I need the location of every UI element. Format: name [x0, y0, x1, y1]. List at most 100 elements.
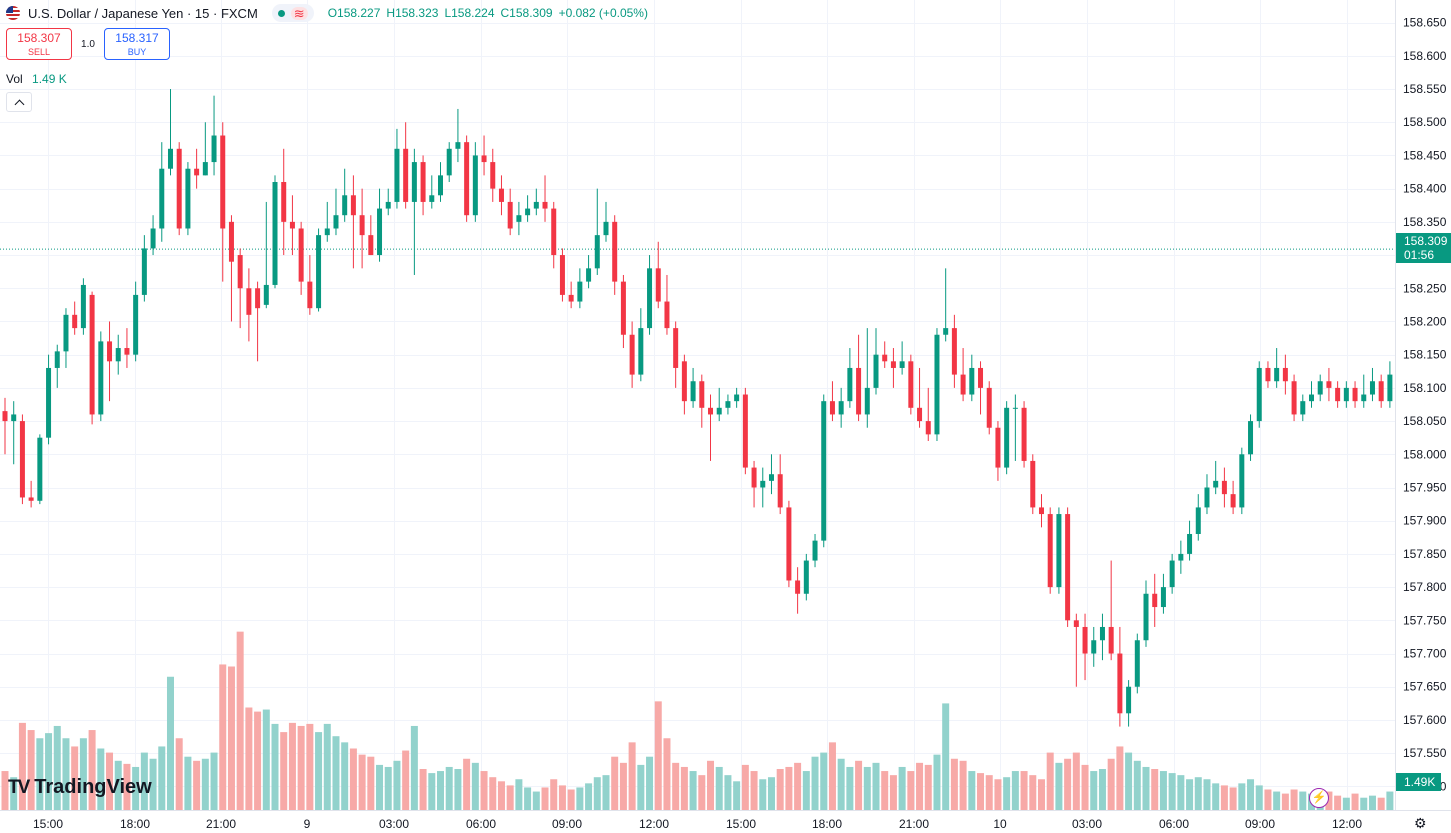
volume-bar	[654, 701, 662, 810]
price-tick-label: 158.400	[1403, 182, 1447, 196]
candle	[864, 328, 870, 428]
candle	[359, 188, 365, 269]
volume-bar	[802, 771, 810, 810]
candle	[594, 188, 600, 275]
candle-body	[368, 235, 374, 256]
candle-body	[847, 367, 853, 402]
candle	[1099, 613, 1105, 661]
candle	[1221, 467, 1227, 508]
volume-bar	[846, 766, 854, 810]
volume-bar	[1116, 746, 1124, 810]
candle-body	[385, 201, 391, 209]
candle	[1248, 414, 1254, 461]
candle-body	[403, 148, 409, 202]
candle	[272, 175, 278, 289]
candle-body	[263, 284, 269, 305]
volume-bar	[210, 752, 218, 810]
sell-button[interactable]: 158.307 SELL	[6, 28, 72, 60]
candle-body	[194, 168, 200, 176]
price-tick-label: 157.650	[1403, 680, 1447, 694]
volume-bar	[53, 725, 61, 810]
volume-bar	[628, 742, 636, 810]
volume-bar	[262, 709, 270, 810]
chart-settings-icon[interactable]: ⚙	[1414, 815, 1427, 831]
candle-body	[455, 142, 461, 149]
candle	[1012, 394, 1018, 461]
candle	[525, 195, 531, 222]
volume-bar	[419, 769, 427, 810]
candle	[228, 215, 234, 322]
candle	[411, 148, 417, 275]
candle	[1056, 507, 1062, 594]
buy-button[interactable]: 158.317 BUY	[104, 28, 170, 60]
volume-bar	[724, 775, 732, 810]
volume-bar	[585, 783, 593, 810]
candle	[63, 308, 69, 368]
volume-bar	[88, 730, 96, 810]
candle-body	[298, 228, 304, 282]
volume-bar	[71, 746, 79, 810]
volume-bar	[619, 762, 627, 810]
volume-bar	[27, 730, 35, 810]
candle	[951, 314, 957, 388]
volume-bar	[36, 738, 44, 810]
volume-bar	[977, 773, 985, 810]
candle	[1073, 613, 1079, 687]
candle	[821, 394, 827, 548]
volume-bar	[1264, 789, 1272, 810]
candle	[37, 434, 43, 505]
collapse-legend-button[interactable]	[6, 92, 32, 112]
candle-body	[133, 294, 139, 355]
candle-body	[551, 208, 557, 256]
lightning-icon[interactable]: ⚡	[1309, 788, 1329, 808]
volume-bar	[863, 766, 871, 810]
candle	[925, 387, 931, 442]
symbol-title[interactable]: U.S. Dollar / Japanese Yen · 15 · FXCM	[28, 5, 258, 21]
volume-bar	[994, 779, 1002, 810]
candle	[289, 195, 295, 256]
candle-body	[1256, 367, 1262, 422]
candle	[690, 367, 696, 408]
candle-body	[507, 201, 513, 229]
volume-bar	[733, 781, 741, 810]
candle-body	[1126, 686, 1132, 714]
candle-body	[202, 162, 208, 176]
candle-body	[281, 182, 287, 222]
candle	[324, 201, 330, 242]
volume-bar	[1255, 785, 1263, 810]
candle	[1004, 401, 1010, 475]
volume-bar	[1011, 771, 1019, 810]
candle-body	[1239, 454, 1245, 508]
candle-body	[1387, 374, 1393, 402]
candle-body	[725, 401, 731, 408]
candle	[28, 480, 34, 508]
volume-bar	[254, 711, 262, 810]
candle-body	[960, 374, 966, 395]
candle	[490, 148, 496, 202]
market-status[interactable]: ≋	[271, 4, 314, 22]
volume-bar	[236, 631, 244, 810]
volume-bar	[114, 760, 122, 810]
candle	[281, 148, 287, 256]
time-tick-label: 21:00	[899, 817, 929, 831]
volume-bar	[323, 723, 331, 810]
candle-body	[377, 208, 383, 256]
candle-body	[481, 155, 487, 163]
candle-body	[316, 235, 322, 309]
volume-bar	[1177, 775, 1185, 810]
candle	[1265, 361, 1271, 388]
price-tick-label: 158.150	[1403, 348, 1447, 362]
candle-body	[185, 168, 191, 229]
candle	[899, 341, 905, 375]
candle-body	[176, 148, 182, 229]
candle	[960, 348, 966, 402]
price-tick-label: 158.600	[1403, 49, 1447, 63]
volume-bar	[646, 756, 654, 810]
candle-body	[795, 580, 801, 594]
volume-bar	[62, 738, 70, 810]
candle	[751, 460, 757, 508]
volume-bar	[1334, 795, 1342, 810]
candle-body	[498, 188, 504, 202]
tradingview-logo[interactable]: TV TradingView	[8, 776, 152, 799]
